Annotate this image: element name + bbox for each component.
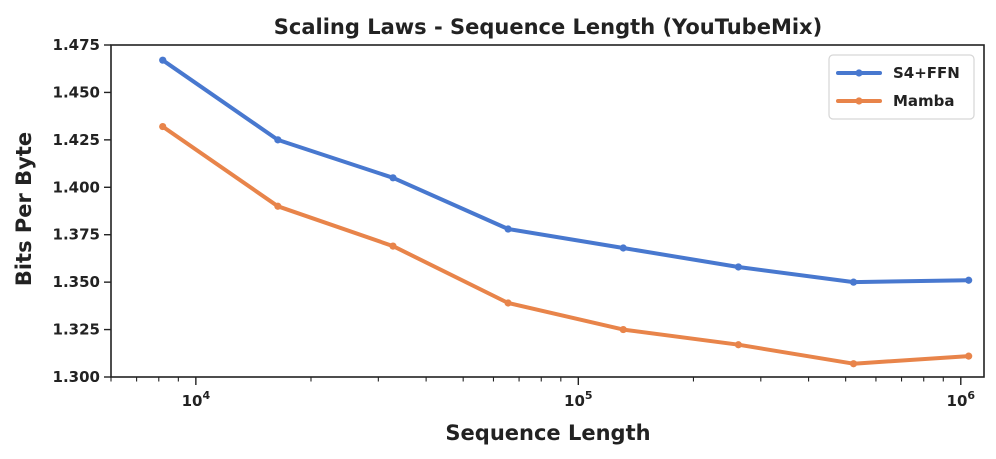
series-layer	[159, 56, 973, 368]
y-tick-label: 1.325	[53, 321, 100, 339]
data-point	[619, 244, 627, 252]
data-point	[159, 122, 167, 131]
x-tick-label: 106	[947, 389, 976, 410]
y-tick-label: 1.425	[53, 131, 100, 149]
x-tick-label: 105	[564, 389, 593, 410]
series-line	[160, 124, 971, 366]
data-point	[965, 352, 973, 360]
data-point	[504, 225, 512, 233]
data-point	[274, 136, 282, 144]
legend: S4+FFN Mamba	[828, 54, 975, 120]
x-axis-label: Sequence Length	[445, 421, 650, 445]
legend-marker	[855, 97, 863, 105]
x-tick-label: 104	[182, 389, 211, 410]
series-line	[160, 58, 971, 285]
legend-marker	[855, 69, 863, 77]
y-tick-label: 1.375	[53, 226, 100, 244]
y-axis-label: Bits Per Byte	[12, 132, 36, 286]
y-tick-label: 1.450	[53, 83, 100, 101]
data-point	[389, 242, 397, 250]
data-point	[389, 174, 397, 182]
data-point	[849, 278, 858, 286]
data-point	[734, 263, 742, 271]
plot-frame	[110, 44, 985, 378]
data-point	[504, 299, 512, 307]
y-tick-label: 1.400	[53, 178, 100, 196]
y-tick-label: 1.475	[53, 36, 100, 54]
data-point	[159, 56, 167, 64]
data-point	[734, 341, 742, 349]
data-point	[965, 276, 973, 284]
legend-label: S4+FFN	[893, 64, 960, 82]
data-point	[619, 325, 627, 334]
data-point	[849, 360, 858, 368]
y-tick-label: 1.300	[53, 368, 100, 386]
legend-label: Mamba	[893, 92, 955, 110]
chart-title: Scaling Laws - Sequence Length (YouTubeM…	[274, 15, 822, 39]
axes: 1.300 1.325 1.350 1.375 1.400 1.425 1.450 1.475…	[53, 36, 985, 410]
y-tick-label: 1.350	[53, 273, 100, 291]
data-point	[274, 202, 282, 210]
